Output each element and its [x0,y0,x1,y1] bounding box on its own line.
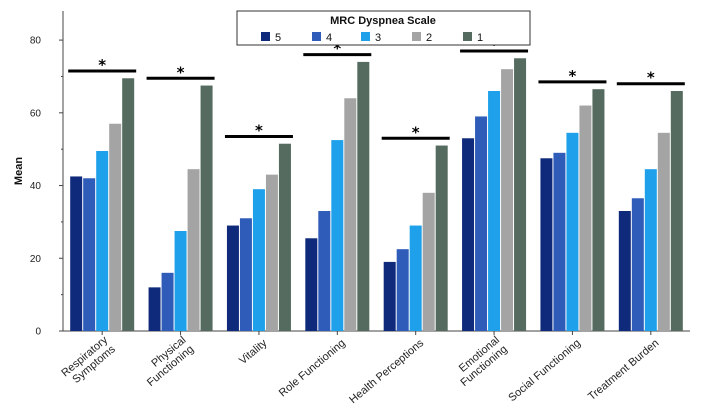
x-category-label-line: Treatment Burden [586,337,661,403]
bar [435,145,448,331]
x-category-label: Vitality [237,337,270,367]
bar [488,91,501,331]
bar [514,58,527,331]
legend-label: 3 [375,32,381,44]
significance-markers: ******** [68,36,685,141]
bar [148,287,161,331]
bar [670,91,683,331]
legend-label: 5 [275,32,281,44]
x-category-label: RespiratorySymptoms [59,334,118,389]
x-category-label: PhysicalFunctioning [137,334,196,389]
bar [174,231,187,331]
bar [579,105,592,331]
bar [265,174,278,331]
bar [200,85,213,331]
significance-star: * [647,69,655,87]
legend: MRC Dyspnea Scale 5 4 3 2 1 [236,10,531,46]
bar [422,192,435,331]
legend-swatch [261,32,270,41]
bar [383,261,396,331]
significance-star: * [177,63,185,81]
significance-star: * [569,67,577,85]
bar [566,132,579,331]
x-category-label: EmotionalFunctioning [451,334,510,389]
legend-items: 5 4 3 2 1 [261,32,483,44]
x-category-label: Health Perceptions [347,337,426,406]
legend-swatch [463,32,472,41]
legend-swatch [312,32,321,41]
significance-star: * [412,123,420,141]
x-category-label: Treatment Burden [586,337,661,403]
y-tick-label: 0 [35,327,41,338]
legend-swatch [412,32,421,41]
bar [475,116,488,331]
bar [226,225,239,331]
bar [318,211,331,331]
bar [83,178,96,331]
bar [357,61,370,332]
bar [618,211,631,331]
significance-star: * [255,121,263,139]
y-tick-label: 40 [30,181,42,192]
bar [553,152,566,331]
x-axis-labels: RespiratorySymptoms PhysicalFunctioning Vi… [59,331,661,406]
bar [305,238,318,331]
y-tick-label: 20 [30,254,42,265]
bar [122,78,135,331]
bar [396,249,409,331]
y-tick-label: 60 [30,108,42,119]
legend-swatch [361,32,370,41]
bar [239,218,252,331]
x-category-label: Social Functioning [506,337,583,404]
bar [462,138,475,331]
bar [409,225,422,331]
bar [278,143,291,331]
bar [540,158,553,331]
bar [644,169,657,331]
bar [501,69,514,331]
bar [96,151,109,331]
legend-label: 4 [326,32,332,44]
bar [161,272,174,331]
x-category-label-line: Role Functioning [277,337,348,399]
bar [252,189,265,331]
legend-title: MRC Dyspnea Scale [330,15,436,27]
significance-star: * [333,40,341,58]
legend-label: 2 [426,32,432,44]
x-category-label-line: Vitality [237,337,270,367]
bar [631,198,644,331]
bar [187,169,200,331]
legend-box [236,10,531,46]
x-category-label-line: Social Functioning [506,337,583,404]
bar [592,89,605,331]
bar [331,140,344,331]
bar [657,132,670,331]
x-category-label-line: Health Perceptions [347,337,426,406]
bar [344,98,357,331]
significance-star: * [98,56,106,74]
bars [70,58,683,332]
bar [109,123,122,332]
legend-label: 1 [477,32,483,44]
y-axis-title: Mean [13,157,25,185]
bar [70,176,83,331]
y-tick-label: 80 [30,36,42,47]
x-category-label: Role Functioning [277,337,348,399]
